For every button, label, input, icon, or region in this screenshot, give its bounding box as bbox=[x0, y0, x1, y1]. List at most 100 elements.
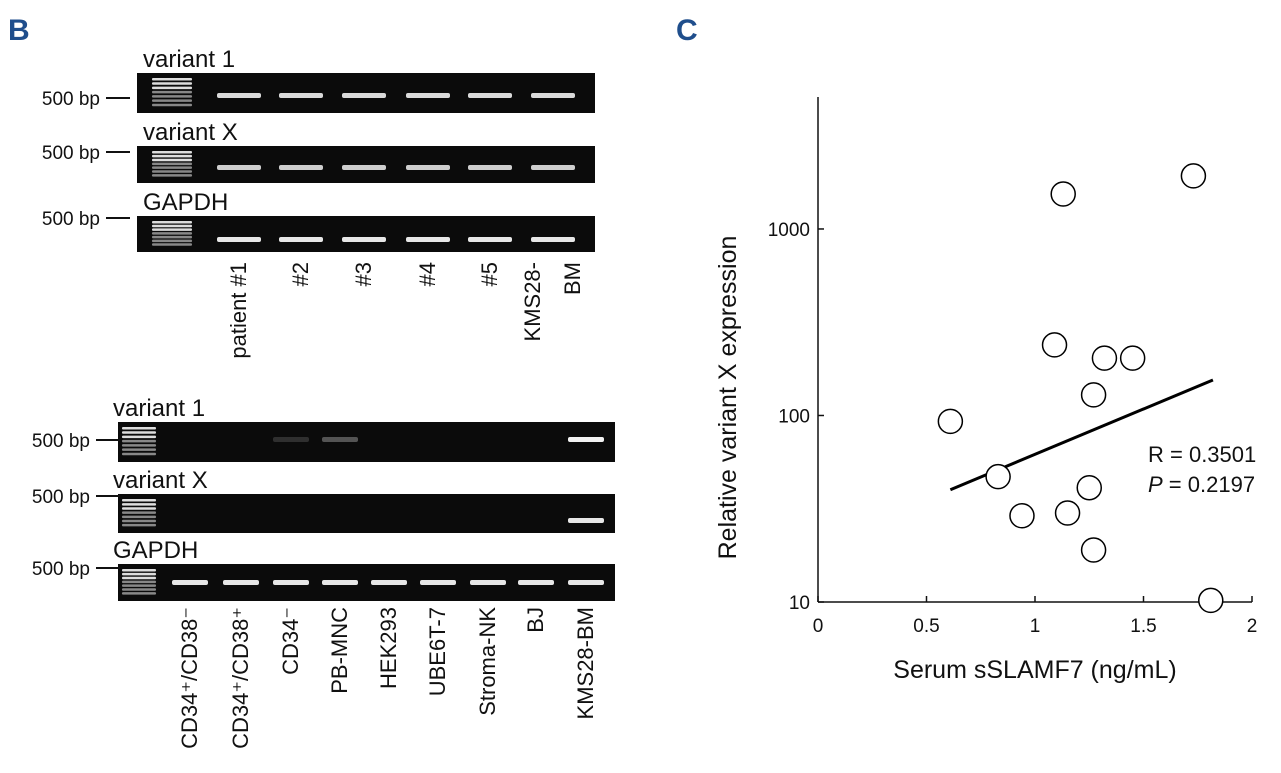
gel-title: variant 1 bbox=[113, 395, 205, 422]
gel-band bbox=[279, 93, 323, 98]
lane-label: CD34⁺/CD38⁻ bbox=[177, 607, 202, 749]
size-marker: 500 bp bbox=[32, 431, 90, 452]
gel-band bbox=[518, 580, 554, 585]
annotation-value: = 0.2197 bbox=[1163, 472, 1255, 497]
page: B C variant 1 500 bp variant X 500 bp GAPDH 5… bbox=[0, 0, 1281, 773]
gel-image bbox=[137, 146, 595, 183]
y-tick-label: 100 bbox=[778, 406, 810, 427]
data-point bbox=[1077, 476, 1101, 500]
ladder-band bbox=[152, 155, 192, 158]
gel-band bbox=[568, 580, 604, 585]
gel-band bbox=[531, 237, 575, 242]
ladder-band bbox=[152, 174, 192, 177]
data-point bbox=[1181, 164, 1205, 188]
x-tick-label: 0 bbox=[813, 616, 824, 637]
x-tick-label: 2 bbox=[1247, 616, 1258, 637]
figure: B C variant 1 500 bp variant X 500 bp GAPDH 5… bbox=[0, 0, 1281, 773]
ladder-band bbox=[122, 569, 156, 572]
ladder-band bbox=[152, 78, 192, 81]
x-tick-label: 1.5 bbox=[1130, 616, 1156, 637]
gel-band bbox=[468, 165, 512, 170]
lane-label: HEK293 bbox=[376, 607, 401, 689]
gel-title: variant X bbox=[143, 119, 238, 146]
lane-label: BJ bbox=[523, 607, 548, 633]
data-point bbox=[1121, 346, 1145, 370]
x-tick-label: 1 bbox=[1030, 616, 1041, 637]
lane-label: Stroma-NK bbox=[475, 607, 500, 716]
data-point bbox=[1051, 182, 1075, 206]
gel-band bbox=[322, 437, 358, 442]
lane-label: KMS28-BM bbox=[573, 607, 598, 719]
gel-band bbox=[217, 93, 261, 98]
data-point bbox=[1082, 538, 1106, 562]
ladder-band bbox=[122, 436, 156, 439]
gel-band bbox=[322, 580, 358, 585]
ladder-band bbox=[122, 448, 156, 451]
gel-band bbox=[342, 93, 386, 98]
ladder-band bbox=[122, 592, 156, 595]
ladder-band bbox=[152, 170, 192, 173]
ladder-band bbox=[152, 82, 192, 85]
ladder-band bbox=[152, 159, 192, 162]
ladder-band bbox=[122, 581, 156, 584]
ladder-band bbox=[152, 225, 192, 228]
ladder-band bbox=[122, 427, 156, 430]
lane-label: #2 bbox=[288, 262, 313, 286]
data-point bbox=[986, 465, 1010, 489]
gel-image bbox=[137, 216, 595, 252]
x-axis-title: Serum sSLAMF7 (ng/mL) bbox=[893, 656, 1176, 684]
gel-band bbox=[406, 165, 450, 170]
annotation: R = 0.3501 bbox=[1148, 442, 1256, 467]
gel-band bbox=[273, 437, 309, 442]
gel-band bbox=[342, 165, 386, 170]
data-point bbox=[1199, 588, 1223, 612]
lane-label: CD34⁺/CD38⁺ bbox=[228, 607, 253, 749]
lane-label: #5 bbox=[477, 262, 502, 286]
gel-band bbox=[568, 437, 604, 442]
data-point bbox=[1092, 346, 1116, 370]
ladder-band bbox=[152, 99, 192, 102]
lane-label: KMS28- bbox=[520, 262, 545, 341]
data-point bbox=[1043, 333, 1067, 357]
size-marker: 500 bp bbox=[42, 143, 100, 164]
gel-band bbox=[468, 237, 512, 242]
gel-image bbox=[118, 422, 615, 462]
ladder-band bbox=[152, 163, 192, 166]
ladder-band bbox=[152, 104, 192, 107]
ladder-band bbox=[122, 524, 156, 527]
size-marker: 500 bp bbox=[32, 487, 90, 508]
gel-title: GAPDH bbox=[143, 189, 228, 216]
data-point bbox=[938, 409, 962, 433]
ladder-band bbox=[122, 588, 156, 591]
ladder-band bbox=[152, 166, 192, 169]
panel-label: B bbox=[8, 14, 30, 47]
size-marker: 500 bp bbox=[42, 209, 100, 230]
lane-label: patient #1 bbox=[226, 262, 251, 359]
ladder-band bbox=[152, 87, 192, 90]
ladder-band bbox=[122, 584, 156, 587]
ladder-band bbox=[152, 240, 192, 243]
gel-band bbox=[172, 580, 208, 585]
annotation-symbol: P bbox=[1148, 472, 1163, 497]
data-point bbox=[1056, 501, 1080, 525]
ladder-band bbox=[152, 91, 192, 94]
lane-label: #3 bbox=[351, 262, 376, 286]
data-point bbox=[1082, 383, 1106, 407]
gel-band bbox=[279, 237, 323, 242]
ladder-band bbox=[122, 577, 156, 580]
gel-band bbox=[531, 93, 575, 98]
gel-band bbox=[217, 165, 261, 170]
gel-band bbox=[279, 165, 323, 170]
ladder-band bbox=[152, 232, 192, 235]
gel-band bbox=[217, 237, 261, 242]
lane-label: PB-MNC bbox=[327, 607, 352, 694]
gel-band bbox=[273, 580, 309, 585]
gel-band bbox=[531, 165, 575, 170]
panel-label: C bbox=[676, 14, 698, 47]
gel-band bbox=[342, 237, 386, 242]
ladder-band bbox=[122, 444, 156, 447]
lane-label: CD34⁻ bbox=[278, 607, 303, 675]
gel-band bbox=[406, 237, 450, 242]
gel-band bbox=[420, 580, 456, 585]
annotation: P = 0.2197 bbox=[1148, 472, 1255, 497]
